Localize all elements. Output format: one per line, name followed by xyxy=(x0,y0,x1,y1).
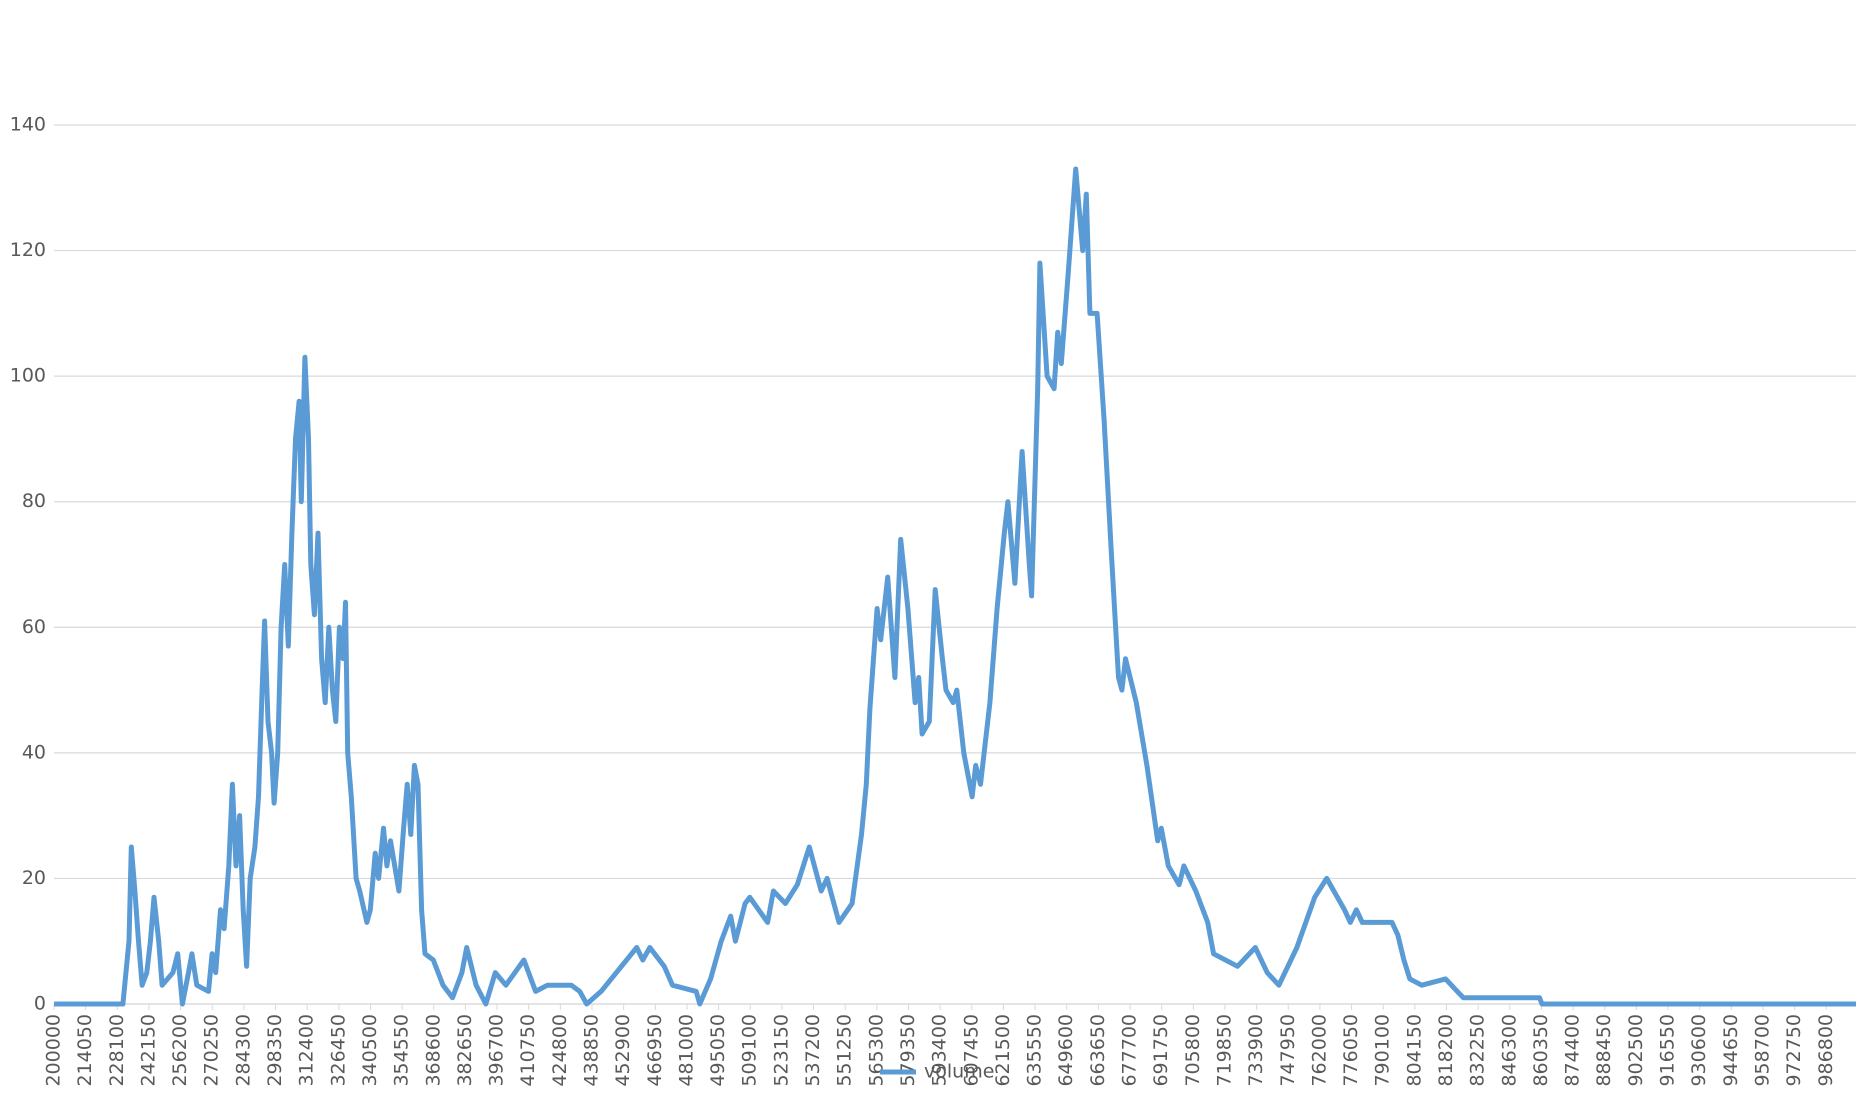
x-tick-label: 944650 xyxy=(1720,1014,1742,1087)
y-tick-label: 40 xyxy=(22,741,46,763)
x-tick-label: 382650 xyxy=(454,1014,476,1087)
x-tick-label: 242150 xyxy=(137,1014,159,1087)
line-series xyxy=(54,166,1856,1007)
y-tick-label: 120 xyxy=(10,239,46,261)
x-tick-label: 846300 xyxy=(1498,1014,1520,1087)
y-tick-label: 100 xyxy=(10,365,46,387)
x-tick-label: 958700 xyxy=(1751,1014,1773,1087)
x-tick-label: 452900 xyxy=(612,1014,634,1087)
x-tick-label: 593400 xyxy=(929,1014,951,1087)
x-tick-label: 551250 xyxy=(834,1014,856,1087)
x-tick-label: 888450 xyxy=(1593,1014,1615,1087)
x-tick-label: 466950 xyxy=(644,1014,666,1087)
x-tick-label: 733900 xyxy=(1245,1014,1267,1087)
x-tick-label: 874400 xyxy=(1562,1014,1584,1087)
y-tick-label: 60 xyxy=(22,616,46,638)
x-tick-label: 607450 xyxy=(960,1014,982,1087)
x-tick-label: 424800 xyxy=(549,1014,571,1087)
x-tick-label: 972750 xyxy=(1783,1014,1805,1087)
x-tick-label: 986800 xyxy=(1815,1014,1837,1087)
x-tick-label: 860350 xyxy=(1530,1014,1552,1087)
x-tick-label: 284300 xyxy=(232,1014,254,1087)
x-tick-label: 916550 xyxy=(1657,1014,1679,1087)
x-tick-label: 438850 xyxy=(581,1014,603,1087)
x-tick-label: 410750 xyxy=(517,1014,539,1087)
x-tick-label: 537200 xyxy=(802,1014,824,1087)
y-tick-label: 80 xyxy=(22,490,46,512)
x-tick-label: 312400 xyxy=(296,1014,318,1087)
x-tick-label: 776050 xyxy=(1340,1014,1362,1087)
x-tick-label: 790100 xyxy=(1372,1014,1394,1087)
x-tick-label: 509100 xyxy=(739,1014,761,1087)
x-tick-label: 649600 xyxy=(1055,1014,1077,1087)
y-tick-label: 20 xyxy=(22,867,46,889)
x-tick-label: 762000 xyxy=(1308,1014,1330,1087)
x-tick-label: 481000 xyxy=(675,1014,697,1087)
x-tick-label: 354550 xyxy=(391,1014,413,1087)
x-tick-label: 747950 xyxy=(1277,1014,1299,1087)
x-tick-label: 523150 xyxy=(770,1014,792,1087)
x-tick-label: 705800 xyxy=(1182,1014,1204,1087)
x-tick-label: 326450 xyxy=(327,1014,349,1087)
x-tick-label: 804150 xyxy=(1403,1014,1425,1087)
x-tick-label: 579350 xyxy=(897,1014,919,1087)
x-tick-label: 214050 xyxy=(74,1014,96,1087)
x-tick-label: 396700 xyxy=(486,1014,508,1087)
x-tick-label: 200000 xyxy=(43,1014,65,1087)
legend-label: volume xyxy=(924,1061,994,1083)
x-tick-label: 719850 xyxy=(1213,1014,1235,1087)
x-tick-label: 818200 xyxy=(1435,1014,1457,1087)
y-tick-label: 0 xyxy=(34,993,46,1015)
x-tick-label: 270250 xyxy=(201,1014,223,1087)
x-tick-label: 298350 xyxy=(264,1014,286,1087)
legend-item: volume xyxy=(880,1061,994,1083)
y-tick-label: 140 xyxy=(10,114,46,136)
x-tick-label: 368600 xyxy=(422,1014,444,1087)
x-tick-label: 663650 xyxy=(1087,1014,1109,1087)
x-tick-label: 256200 xyxy=(169,1014,191,1087)
x-tick-label: 565300 xyxy=(865,1014,887,1087)
x-tick-label: 902500 xyxy=(1625,1014,1647,1087)
x-tick-label: 691750 xyxy=(1150,1014,1172,1087)
x-tick-label: 832250 xyxy=(1467,1014,1489,1087)
x-tick-label: 677700 xyxy=(1119,1014,1141,1087)
x-tick-label: 930600 xyxy=(1688,1014,1710,1087)
x-tick-label: 340500 xyxy=(359,1014,381,1087)
x-tick-label: 635550 xyxy=(1024,1014,1046,1087)
x-tick-label: 621500 xyxy=(992,1014,1014,1087)
x-tick-label: 495050 xyxy=(707,1014,729,1087)
x-tick-label: 228100 xyxy=(106,1014,128,1087)
